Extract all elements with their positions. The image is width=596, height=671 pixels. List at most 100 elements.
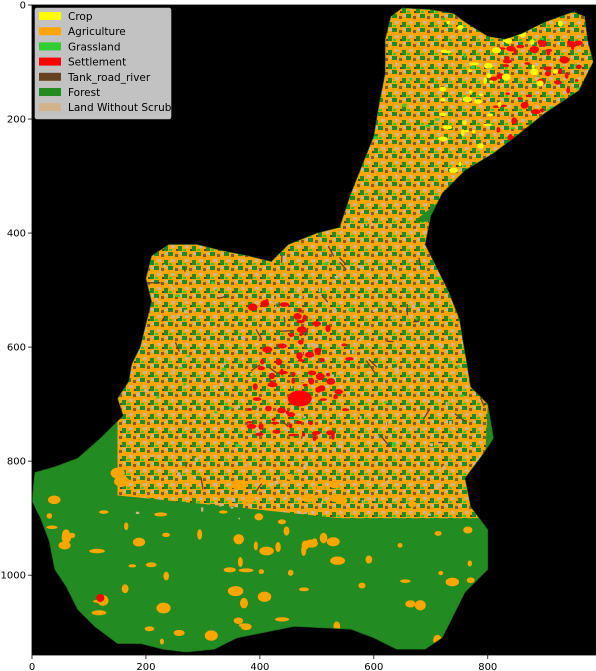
bare-land-patch — [261, 295, 265, 298]
bare-land-patch — [201, 507, 204, 512]
legend-swatch — [39, 27, 61, 36]
settlement-patch — [279, 302, 290, 307]
settlement-patch — [302, 383, 308, 387]
settlement-patch — [265, 298, 269, 305]
settlement-patch — [297, 339, 304, 345]
settlement-patch — [326, 372, 331, 377]
crop-patch — [446, 20, 451, 25]
bare-land-patch — [296, 496, 301, 499]
bare-land-patch — [332, 309, 337, 314]
settlement-patch — [308, 421, 313, 426]
settlement-patch — [277, 407, 286, 414]
crop-patch — [457, 24, 464, 30]
bare-land-patch — [286, 429, 290, 432]
settlement-patch — [291, 371, 296, 377]
grassland-patch — [325, 261, 329, 265]
settlement-patch — [96, 593, 105, 602]
settlement-patch — [530, 109, 541, 115]
settlement-patch — [326, 430, 336, 436]
bare-land-patch — [314, 344, 319, 349]
bare-land-patch — [168, 284, 173, 287]
road-river-segment — [255, 329, 262, 340]
settlement-patch — [506, 45, 516, 52]
bare-land-patch — [222, 364, 224, 367]
settlement-patch — [569, 43, 577, 48]
crop-patch — [469, 90, 473, 94]
legend-label: Land Without Scrub — [68, 102, 172, 114]
bare-land-patch — [475, 458, 481, 461]
settlement-patch — [311, 431, 321, 435]
y-tick-label: 600 — [7, 343, 26, 354]
road-river-segment — [479, 397, 485, 407]
agriculture-patch — [259, 478, 267, 486]
agriculture-patch — [467, 560, 472, 567]
bare-land-patch — [224, 362, 226, 366]
settlement-core — [287, 390, 312, 407]
agriculture-patch — [257, 591, 272, 602]
grassland-patch — [537, 75, 540, 78]
bare-land-patch — [439, 390, 442, 393]
bare-land-patch — [437, 371, 441, 375]
settlement-patch — [257, 366, 265, 371]
bare-land-patch — [172, 368, 176, 372]
crop-patch — [441, 49, 448, 53]
settlement-patch — [559, 56, 570, 64]
agriculture-patch — [144, 626, 155, 632]
legend-label: Forest — [68, 87, 100, 99]
settlement-patch — [297, 308, 302, 313]
agriculture-patch — [275, 541, 281, 553]
crop-patch — [483, 123, 493, 127]
settlement-patch — [540, 108, 544, 113]
bare-land-patch — [373, 497, 376, 501]
settlement-patch — [246, 421, 254, 424]
agriculture-patch — [231, 482, 247, 490]
grassland-patch — [228, 406, 233, 410]
y-tick-label: 0 — [20, 1, 26, 12]
agriculture-patch — [408, 500, 417, 508]
agriculture-patch — [438, 570, 444, 576]
legend-swatch — [39, 42, 61, 51]
bare-land-patch — [186, 271, 190, 275]
agriculture-patch — [233, 534, 244, 545]
agriculture-patch — [301, 493, 315, 503]
settlement-patch — [345, 357, 354, 361]
agriculture-patch — [58, 541, 71, 550]
legend: Crop Agriculture Grassland Settlement Tank_r… — [34, 7, 172, 120]
agriculture-patch — [163, 571, 169, 581]
crop-patch — [449, 167, 459, 173]
bare-land-patch — [365, 223, 368, 227]
settlement-patch — [285, 410, 290, 415]
settlement-patch — [296, 319, 305, 324]
bare-land-patch — [154, 297, 158, 301]
settlement-patch — [296, 326, 307, 334]
settlement-patch — [248, 303, 258, 311]
crop-patch — [442, 125, 453, 130]
road-river-segment — [219, 295, 228, 299]
mixed-land-use-zone — [328, 7, 594, 245]
agriculture-patch — [89, 548, 105, 554]
settlement-patch — [574, 79, 579, 82]
crop-patch — [462, 96, 472, 103]
agriculture-patch — [46, 513, 53, 519]
agriculture-patch — [253, 541, 258, 551]
road-river-segment — [161, 316, 166, 322]
grassland-patch — [459, 394, 465, 397]
bare-land-patch — [213, 325, 216, 328]
settlement-patch — [341, 343, 348, 347]
settlement-patch — [268, 372, 276, 380]
road-river-segment — [320, 294, 329, 303]
settlement-patch — [247, 407, 252, 411]
agriculture-patch — [365, 555, 373, 564]
grassland-patch — [434, 118, 440, 121]
bare-land-patch — [171, 356, 175, 358]
settlement-patch — [325, 325, 331, 333]
agriculture-patch — [132, 537, 146, 547]
road-river-segment — [339, 261, 347, 271]
legend-swatch — [39, 57, 61, 66]
road-river-segment — [391, 305, 398, 313]
agriculture-patch — [159, 638, 164, 645]
agriculture-patch — [275, 617, 290, 622]
bare-land-patch — [412, 304, 416, 309]
agriculture-patch — [301, 545, 307, 556]
bare-land-patch — [374, 435, 379, 439]
